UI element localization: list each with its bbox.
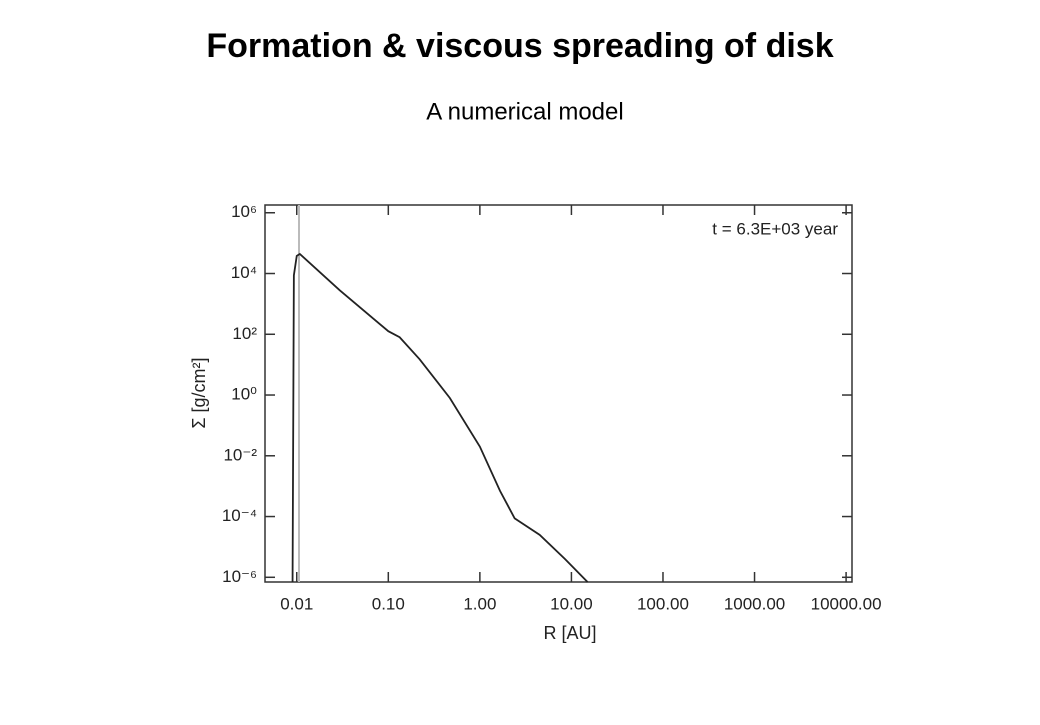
x-tick-label: 1000.00 (724, 594, 785, 613)
x-tick-label: 0.10 (372, 594, 405, 613)
x-tick-label: 1.00 (463, 594, 496, 613)
x-tick-label: 10.00 (550, 594, 593, 613)
x-tick-label: 0.01 (280, 594, 313, 613)
y-tick-label: 10⁻² (223, 445, 257, 464)
x-axis-label: R [AU] (543, 623, 596, 643)
y-axis-label: Σ [g/cm²] (189, 357, 209, 428)
y-tick-label: 10⁴ (231, 263, 257, 282)
x-tick-label: 10000.00 (811, 594, 882, 613)
x-tick-label: 100.00 (637, 594, 689, 613)
y-tick-label: 10⁶ (231, 202, 257, 221)
plot-frame (264, 204, 853, 583)
y-tick-label: 10⁰ (231, 385, 257, 404)
data-line (291, 252, 589, 583)
annotation: t = 6.3E+03 year (712, 219, 838, 238)
slide-title: Formation & viscous spreading of disk (206, 27, 833, 65)
y-tick-label: 10⁻⁴ (222, 506, 257, 525)
y-tick-label: 10⁻⁶ (222, 567, 257, 586)
y-tick-label: 10² (232, 324, 257, 343)
slide-subtitle: A numerical model (426, 98, 623, 125)
